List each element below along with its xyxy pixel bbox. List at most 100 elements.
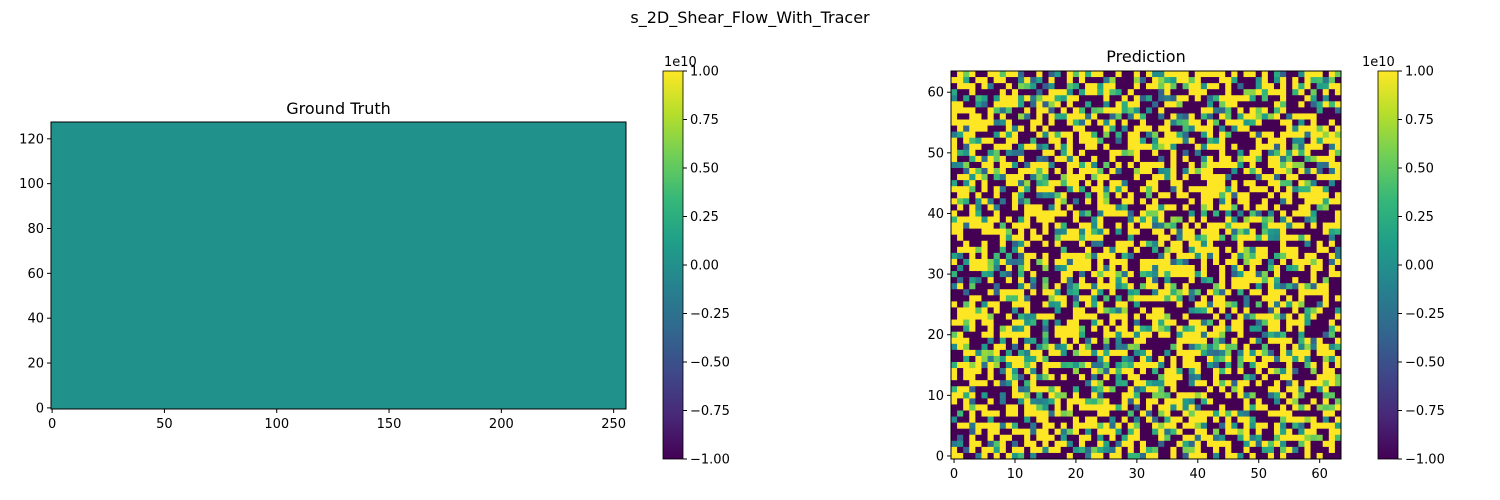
heatmap-cell (1261, 125, 1269, 133)
heatmap-cell (1225, 222, 1232, 230)
heatmap-cell (1054, 155, 1062, 163)
heatmap-cell (1011, 368, 1019, 375)
heatmap-cell (993, 452, 1001, 460)
heatmap-cell (1219, 452, 1226, 460)
heatmap-cell (1298, 355, 1305, 363)
heatmap-cell (1072, 192, 1080, 199)
heatmap-cell (1237, 258, 1244, 266)
heatmap-cell (1054, 422, 1062, 430)
heatmap-cell (1298, 222, 1305, 230)
heatmap-cell (1011, 319, 1019, 327)
heatmap-cell (1213, 180, 1220, 187)
heatmap-cell (1158, 252, 1165, 260)
heatmap-cell (963, 446, 970, 454)
heatmap-cell (999, 83, 1007, 90)
heatmap-cell (1182, 149, 1190, 157)
heatmap-cell (1298, 422, 1305, 430)
heatmap-cell (1182, 125, 1190, 133)
heatmap-cell (1316, 374, 1324, 381)
heatmap-cell (1188, 349, 1196, 357)
heatmap-cell (1011, 392, 1019, 399)
heatmap-cell (1060, 186, 1068, 193)
heatmap-cell (1066, 149, 1074, 157)
heatmap-cell (1091, 283, 1098, 290)
heatmap-cell (969, 222, 976, 230)
heatmap-cell (1322, 143, 1330, 151)
heatmap-cell (999, 283, 1007, 290)
heatmap-cell (1200, 343, 1208, 351)
heatmap-cell (1273, 398, 1281, 405)
heatmap-cell (1054, 240, 1062, 248)
heatmap-cell (1334, 204, 1342, 211)
heatmap-cell (1018, 83, 1025, 90)
heatmap-cell (1164, 161, 1171, 169)
heatmap-cell (1219, 113, 1226, 120)
heatmap-cell (1243, 313, 1250, 320)
heatmap-cell (1097, 392, 1104, 399)
heatmap-cell (1011, 155, 1019, 163)
heatmap-cell (1152, 216, 1159, 223)
heatmap-cell (1048, 386, 1055, 393)
heatmap-cell (1011, 422, 1019, 430)
heatmap-cell (1048, 301, 1055, 308)
heatmap-cell (1024, 125, 1031, 133)
heatmap-cell (1139, 283, 1147, 290)
heatmap-cell (1085, 422, 1092, 430)
heatmap-cell (963, 210, 970, 217)
heatmap-cell (1322, 392, 1330, 399)
heatmap-cell (1121, 113, 1129, 120)
heatmap-cell (1298, 380, 1305, 387)
heatmap-cell (1109, 446, 1116, 454)
heatmap-cell (1115, 307, 1123, 314)
heatmap-cell (1060, 246, 1068, 254)
heatmap-cell (1127, 210, 1135, 217)
heatmap-cell (957, 265, 964, 272)
heatmap-cell (1225, 174, 1232, 181)
heatmap-cell (1310, 386, 1318, 393)
heatmap-cell (1200, 222, 1208, 230)
heatmap-cell (1164, 210, 1171, 217)
heatmap-cell (1213, 452, 1220, 460)
heatmap-cell (1097, 216, 1104, 223)
heatmap-cell (1060, 149, 1068, 157)
heatmap-cell (1164, 368, 1171, 375)
heatmap-cell (1267, 252, 1275, 260)
colorbar-tick-label: 0.00 (1405, 259, 1434, 274)
heatmap-cell (1213, 89, 1220, 96)
heatmap-cell (993, 289, 1001, 296)
heatmap-cell (1005, 131, 1013, 139)
heatmap-cell (1091, 289, 1098, 296)
heatmap-cell (1225, 380, 1232, 387)
heatmap-cell (1146, 337, 1153, 345)
heatmap-cell (999, 428, 1007, 436)
heatmap-cell (1231, 186, 1238, 193)
heatmap-cell (1298, 374, 1305, 381)
heatmap-cell (1206, 71, 1214, 78)
heatmap-cell (1237, 446, 1244, 454)
heatmap-cell (1005, 204, 1013, 211)
heatmap-cell (1109, 368, 1116, 375)
heatmap-cell (1249, 416, 1257, 424)
heatmap-cell (1255, 252, 1263, 260)
heatmap-cell (1292, 252, 1299, 260)
heatmap-cell (1322, 168, 1330, 175)
heatmap-cell (1164, 325, 1171, 333)
heatmap-cell (1304, 222, 1311, 230)
heatmap-cell (981, 398, 988, 405)
heatmap-cell (1133, 331, 1141, 339)
prediction-colorbar-offset: 1e10 (1362, 55, 1395, 70)
heatmap-cell (1005, 95, 1013, 102)
heatmap-cell (1213, 258, 1220, 266)
heatmap-cell (963, 113, 970, 120)
heatmap-cell (1048, 349, 1055, 357)
heatmap-cell (1030, 446, 1037, 454)
heatmap-cell (1024, 452, 1031, 460)
heatmap-cell (1200, 143, 1208, 151)
heatmap-cell (1005, 301, 1013, 308)
heatmap-cell (1182, 289, 1190, 296)
heatmap-cell (1206, 265, 1214, 272)
heatmap-cell (1030, 246, 1037, 254)
heatmap-cell (1036, 452, 1043, 460)
heatmap-cell (1078, 368, 1086, 375)
heatmap-cell (963, 180, 970, 187)
